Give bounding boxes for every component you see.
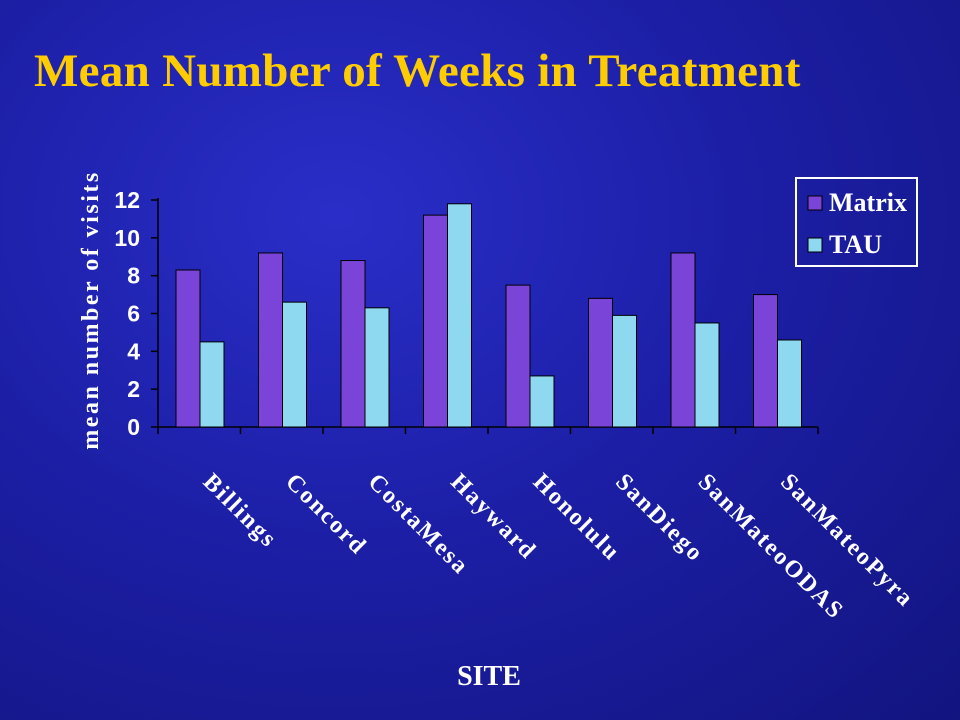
slide-title: Mean Number of Weeks in Treatment [34,45,801,97]
bar-tau-sandiego [612,314,637,428]
bars [175,203,802,428]
bar-matrix-sanmateoodas [670,252,696,428]
bar-matrix-sandiego [588,297,613,428]
y-tick-label: 10 [114,225,140,251]
y-tick-label: 8 [127,263,140,289]
y-tick-label: 4 [127,338,140,364]
legend-box [795,177,918,267]
bar-tau-sanmateoodas [694,322,720,428]
bar-matrix-concord [258,252,283,428]
bar-matrix-hayward [423,214,448,428]
category-labels: BillingsConcordCostaMesaHaywardHonoluluS… [198,469,919,625]
x-tick-label: SanDiego [610,469,709,568]
bar-matrix-sanmateopyra [753,294,778,428]
x-tick-label: Honolulu [528,469,626,567]
y-tick-label: 6 [127,301,140,327]
bar-tau-honolulu [529,375,555,428]
y-tick-label: 12 [114,187,140,213]
y-axis: 0 2 4 6 8 10 12 [114,187,159,440]
legend-swatch-matrix [807,195,823,211]
y-tick-label: 0 [127,414,140,440]
bar-tau-costamesa [364,307,390,428]
x-axis [157,426,819,434]
bar-matrix-billings [175,269,201,428]
bar-tau-sanmateopyra [777,339,802,428]
legend-label-tau: TAU [829,230,882,259]
x-tick-label: Concord [280,469,371,560]
legend-swatch-tau [807,237,823,253]
y-tick-label: 2 [127,376,140,402]
legend-label-matrix: Matrix [829,188,907,217]
bar-tau-hayward [447,203,472,428]
y-axis-label: mean number of visits [78,170,104,449]
x-tick-label: Billings [198,469,282,553]
bar-matrix-costamesa [340,260,366,428]
legend: Matrix TAU [795,177,918,267]
bar-matrix-honolulu [505,284,531,428]
bar-tau-billings [199,341,225,428]
x-tick-label: SanMateoODAS [693,469,849,625]
x-axis-label: SITE [457,661,521,692]
bar-tau-concord [282,301,307,428]
